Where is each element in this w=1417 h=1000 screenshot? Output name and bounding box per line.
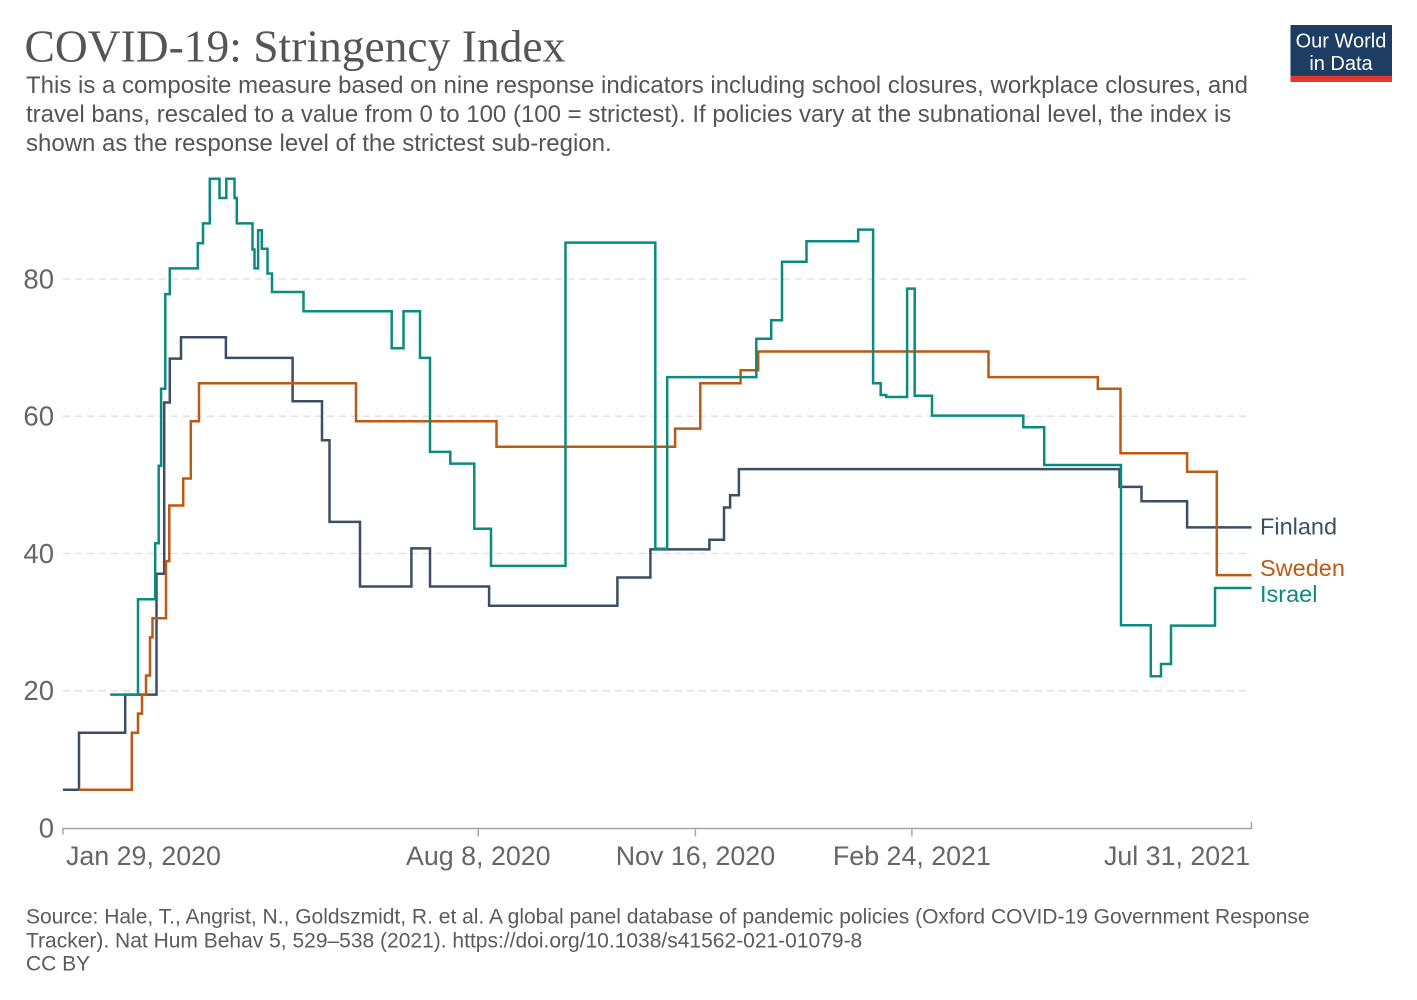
svg-text:shown as the response level of: shown as the response level of the stric… — [26, 130, 612, 157]
svg-text:Israel: Israel — [1260, 581, 1317, 607]
svg-text:Source: Hale, T., Angrist, N.,: Source: Hale, T., Angrist, N., Goldszmid… — [26, 906, 1310, 929]
svg-text:travel bans, rescaled to a val: travel bans, rescaled to a value from 0 … — [26, 101, 1231, 128]
svg-text:in Data: in Data — [1309, 53, 1373, 75]
svg-text:80: 80 — [23, 264, 54, 295]
svg-text:0: 0 — [39, 813, 54, 844]
svg-text:40: 40 — [23, 538, 54, 569]
svg-text:Tracker). Nat Hum Behav 5, 529: Tracker). Nat Hum Behav 5, 529–538 (2021… — [26, 930, 862, 953]
svg-text:Sweden: Sweden — [1260, 555, 1345, 581]
svg-text:This is a composite measure ba: This is a composite measure based on nin… — [26, 72, 1248, 99]
svg-text:Jul 31, 2021: Jul 31, 2021 — [1104, 841, 1250, 871]
svg-text:Aug 8, 2020: Aug 8, 2020 — [406, 841, 551, 871]
svg-text:Our World: Our World — [1296, 31, 1387, 53]
svg-text:60: 60 — [23, 401, 54, 432]
svg-text:CC BY: CC BY — [26, 953, 90, 976]
svg-text:20: 20 — [23, 675, 54, 706]
svg-text:Nov 16, 2020: Nov 16, 2020 — [616, 841, 775, 871]
svg-text:Finland: Finland — [1260, 514, 1337, 540]
svg-text:Feb 24, 2021: Feb 24, 2021 — [833, 841, 991, 871]
svg-text:Jan 29, 2020: Jan 29, 2020 — [66, 841, 221, 871]
svg-text:COVID-19: Stringency Index: COVID-19: Stringency Index — [25, 21, 566, 72]
